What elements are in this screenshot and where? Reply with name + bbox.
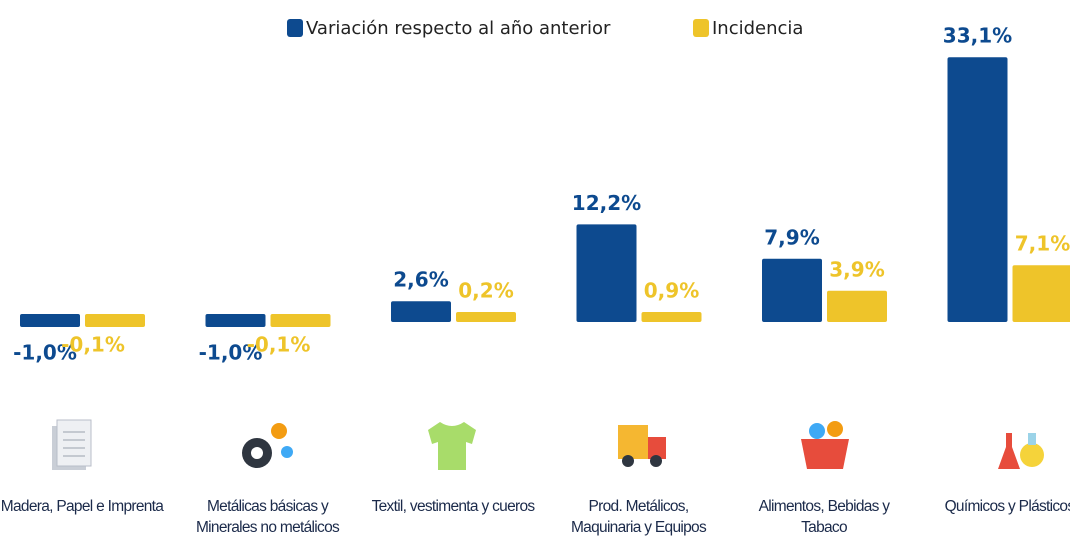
value-label: 0,2% — [458, 279, 513, 303]
bar — [456, 312, 516, 322]
category-label: Madera, Papel e Imprenta — [0, 498, 164, 515]
icons — [52, 419, 1044, 470]
bar — [762, 258, 822, 322]
legend-label: Incidencia — [712, 18, 803, 39]
bar — [391, 301, 451, 322]
value-label: -1,0% — [199, 341, 263, 365]
value-label: 0,9% — [644, 279, 699, 303]
bar — [641, 312, 702, 322]
bar — [85, 314, 145, 327]
icon-truck — [618, 425, 666, 467]
category-label: Químicos y Plásticos — [944, 498, 1070, 515]
value-label: 2,6% — [393, 268, 448, 292]
value-label: -0,1% — [247, 333, 311, 357]
value-label: 7,1% — [1015, 232, 1070, 256]
bar — [205, 314, 266, 327]
category-label: Alimentos, Bebidas y Tabaco — [758, 498, 890, 536]
icon-gears — [242, 423, 293, 468]
value-label: 3,9% — [829, 257, 884, 281]
icon-basket — [801, 421, 849, 469]
value-label: 7,9% — [764, 225, 819, 249]
bar — [576, 224, 637, 322]
value-label: 12,2% — [572, 191, 641, 215]
value-label: -0,1% — [61, 333, 125, 357]
icon-shirt — [428, 422, 476, 470]
value-label: -1,0% — [13, 341, 77, 365]
value-label: 33,1% — [943, 24, 1012, 48]
bar — [827, 290, 887, 322]
bar — [1012, 265, 1070, 322]
icon-flasks — [998, 433, 1044, 469]
bar — [947, 57, 1008, 322]
category-label: Prod. Metálicos, Maquinaria y Equipos — [570, 498, 707, 536]
category-label: Metálicas básicas y Minerales no metálic… — [195, 498, 340, 536]
bar — [270, 314, 331, 327]
legend-swatch — [693, 19, 709, 37]
category-label: Textil, vestimenta y cueros — [371, 498, 536, 515]
bar — [20, 314, 80, 327]
legend-swatch — [287, 19, 303, 37]
legend-label: Variación respecto al año anterior — [306, 18, 611, 39]
icon-paper — [52, 419, 92, 470]
